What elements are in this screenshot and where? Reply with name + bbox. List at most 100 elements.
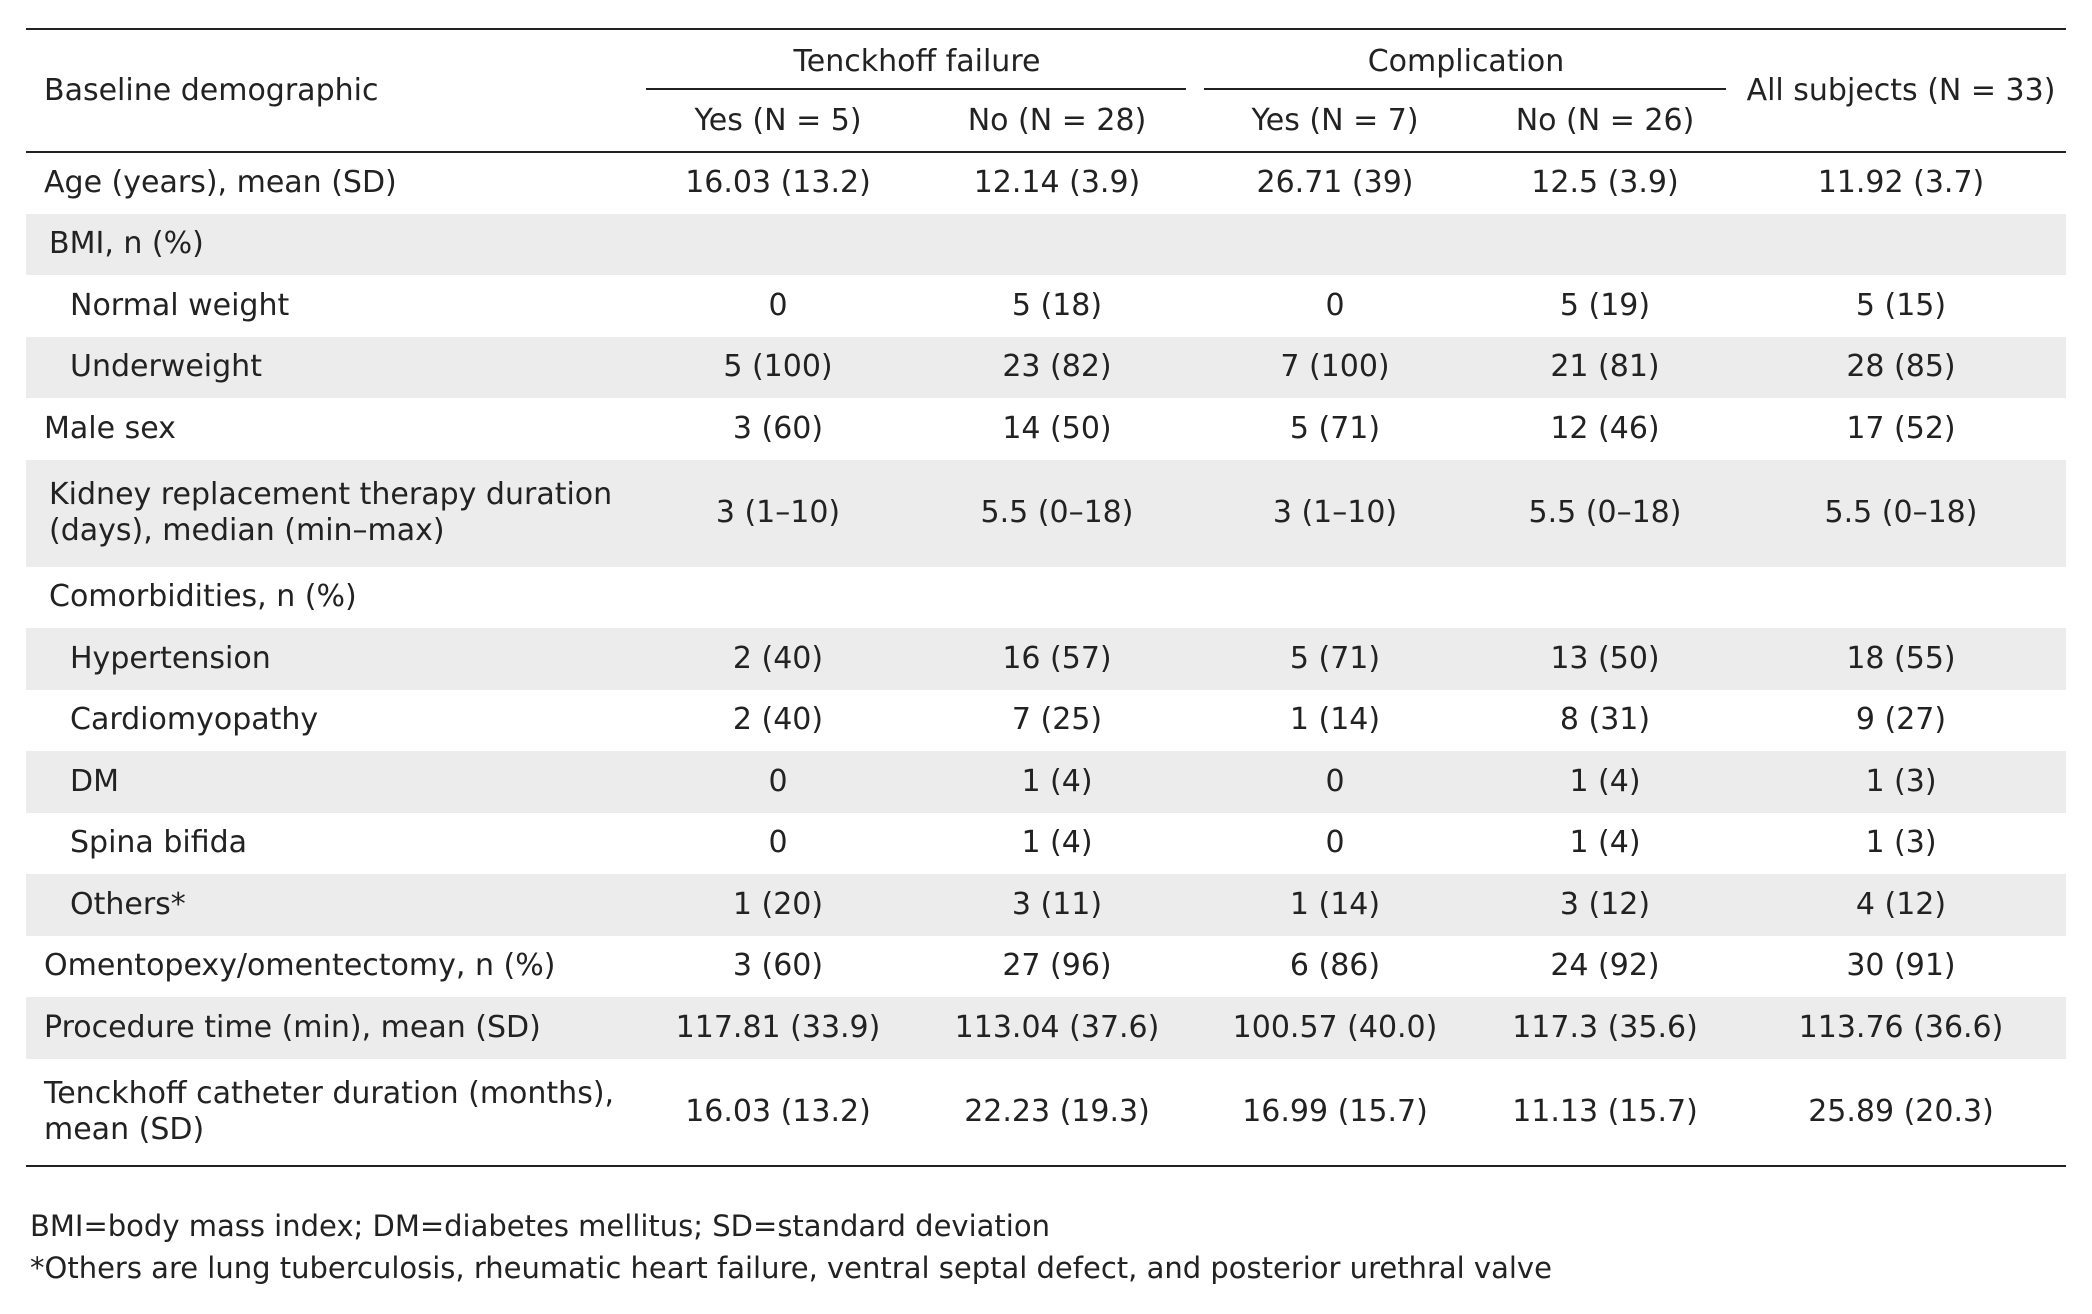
table-cell: 28 (85) xyxy=(1846,349,1956,385)
table-cell: 0 xyxy=(1325,287,1345,323)
table-cell: 7 (25) xyxy=(1011,702,1103,738)
table-cell: 0 xyxy=(1325,763,1345,799)
table-document: Baseline demographic Tenckhoff failure C… xyxy=(26,28,2066,1289)
table-cell xyxy=(918,567,1196,629)
table-cell: 0 xyxy=(768,287,788,323)
table-cell: 30 (91) xyxy=(1846,948,1956,984)
row-label-header: Baseline demographic xyxy=(44,72,379,108)
table-cell: 21 (81) xyxy=(1550,349,1660,385)
table-row: BMI, n (%) xyxy=(26,213,2066,276)
table-cell: 27 (96) xyxy=(1002,948,1112,984)
row-label: Others* xyxy=(70,886,186,922)
table-cell: 117.81 (33.9) xyxy=(675,1009,881,1045)
table-cell: 2 (40) xyxy=(732,640,824,676)
row-label: Tenckhoff catheter duration (months), mea… xyxy=(26,1059,638,1166)
table-cell: 3 (12) xyxy=(1559,886,1651,922)
table-cell: 16.03 (13.2) xyxy=(685,165,871,201)
table-row: Tenckhoff catheter duration (months), mea… xyxy=(26,1059,2066,1166)
footnote-abbreviations: BMI=body mass index; DM=diabetes mellitu… xyxy=(30,1208,1050,1243)
subcol-complication-no: No (N = 26) xyxy=(1515,102,1695,138)
table-cell: 1 (4) xyxy=(1569,763,1641,799)
table-cell: 11.13 (15.7) xyxy=(1512,1093,1698,1129)
table-cell xyxy=(1736,214,2066,276)
footnote-others: *Others are lung tuberculosis, rheumatic… xyxy=(30,1250,1552,1285)
group-label: Complication xyxy=(1367,44,1565,79)
table-cell: 22.23 (19.3) xyxy=(964,1093,1150,1129)
table-cell: 3 (60) xyxy=(732,410,824,446)
table-cell: 1 (4) xyxy=(1021,763,1093,799)
table-cell: 5 (15) xyxy=(1855,287,1947,323)
table-cell: 7 (100) xyxy=(1280,349,1390,385)
table-body: Age (years), mean (SD) 16.03 (13.2) 12.14 … xyxy=(26,152,2066,1166)
footnotes: BMI=body mass index; DM=diabetes mellitu… xyxy=(26,1205,2066,1289)
table-row: DM 0 1 (4) 0 1 (4) 1 (3) xyxy=(26,751,2066,813)
table-cell: 3 (11) xyxy=(1011,886,1103,922)
table-cell: 12.14 (3.9) xyxy=(973,165,1141,201)
row-label: Underweight xyxy=(70,349,262,385)
subcol-tenckhoff-no: No (N = 28) xyxy=(967,102,1147,138)
table-cell: 100.57 (40.0) xyxy=(1232,1009,1438,1045)
table-cell: 1 (4) xyxy=(1569,825,1641,861)
table-cell: 113.04 (37.6) xyxy=(954,1009,1160,1045)
table-cell xyxy=(1196,214,1474,276)
table-cell: 23 (82) xyxy=(1002,349,1112,385)
subcol-tenckhoff-yes: Yes (N = 5) xyxy=(694,102,862,138)
table-cell: 5 (18) xyxy=(1011,287,1103,323)
table-cell xyxy=(1196,567,1474,629)
table-cell: 6 (86) xyxy=(1289,948,1381,984)
table-cell: 16.99 (15.7) xyxy=(1242,1093,1428,1129)
row-label: DM xyxy=(70,763,119,799)
table-cell: 2 (40) xyxy=(732,702,824,738)
row-label: BMI, n (%) xyxy=(49,226,204,262)
table-row: Kidney replacement therapy duration (days… xyxy=(26,459,2066,567)
table-row: Others* 1 (20) 3 (11) 1 (14) 3 (12) 4 (12) xyxy=(26,874,2066,936)
header-row-groups: Baseline demographic Tenckhoff failure C… xyxy=(26,29,2066,108)
table-cell: 9 (27) xyxy=(1855,702,1947,738)
table-cell: 4 (12) xyxy=(1855,886,1947,922)
table-cell: 13 (50) xyxy=(1550,640,1660,676)
row-label: Hypertension xyxy=(70,640,271,676)
table-row: Normal weight 0 5 (18) 0 5 (19) 5 (15) xyxy=(26,275,2066,337)
table-row: Procedure time (min), mean (SD) 117.81 (3… xyxy=(26,997,2066,1059)
table-cell: 5 (71) xyxy=(1289,640,1381,676)
table-cell: 12.5 (3.9) xyxy=(1531,165,1679,201)
table-row: Comorbidities, n (%) xyxy=(26,567,2066,629)
row-label: Male sex xyxy=(44,410,176,446)
table-cell xyxy=(1474,567,1736,629)
table-cell: 5 (71) xyxy=(1289,410,1381,446)
table-row: Underweight 5 (100) 23 (82) 7 (100) 21 (81) 2… xyxy=(26,336,2066,398)
table-cell: 18 (55) xyxy=(1846,640,1956,676)
table-cell: 3 (1–10) xyxy=(1272,495,1398,530)
row-label: Spina bifida xyxy=(70,825,248,861)
table-cell: 8 (31) xyxy=(1559,702,1651,738)
table-row: Cardiomyopathy 2 (40) 7 (25) 1 (14) 8 (31) 9 … xyxy=(26,690,2066,752)
subcol-complication-yes: Yes (N = 7) xyxy=(1251,102,1419,138)
table-cell: 113.76 (36.6) xyxy=(1798,1009,2004,1045)
row-label: Age (years), mean (SD) xyxy=(44,165,397,201)
row-label: Procedure time (min), mean (SD) xyxy=(44,1009,541,1045)
row-label-line: (days), median (min–max) xyxy=(49,513,445,548)
row-label-line: mean (SD) xyxy=(44,1111,205,1147)
table-cell xyxy=(918,214,1196,276)
table-row: Male sex 3 (60) 14 (50) 5 (71) 12 (46) 17 (52… xyxy=(26,398,2066,460)
row-label: Normal weight xyxy=(70,287,290,323)
table-cell: 24 (92) xyxy=(1550,948,1660,984)
table-cell: 1 (14) xyxy=(1289,886,1381,922)
table-cell: 11.92 (3.7) xyxy=(1817,165,1985,201)
table-cell xyxy=(1474,214,1736,276)
row-label: Cardiomyopathy xyxy=(70,702,319,738)
table-row: Hypertension 2 (40) 16 (57) 5 (71) 13 (50) 18… xyxy=(26,628,2066,690)
table-cell: 0 xyxy=(1325,825,1345,861)
all-subjects-header: All subjects (N = 33) xyxy=(1746,72,2056,108)
table-cell: 5.5 (0–18) xyxy=(1824,495,1978,530)
baseline-demographics-table: Baseline demographic Tenckhoff failure C… xyxy=(26,28,2066,1167)
table-cell: 3 (1–10) xyxy=(715,495,841,530)
table-cell: 12 (46) xyxy=(1550,410,1660,446)
row-label-line: Tenckhoff catheter duration (months), xyxy=(44,1075,615,1111)
table-cell: 5.5 (0–18) xyxy=(980,495,1134,530)
group-header-tenckhoff-failure: Tenckhoff failure xyxy=(638,29,1196,90)
table-cell: 17 (52) xyxy=(1846,410,1956,446)
table-cell: 1 (14) xyxy=(1289,702,1381,738)
table-cell xyxy=(638,567,918,629)
table-cell: 25.89 (20.3) xyxy=(1808,1093,1994,1129)
